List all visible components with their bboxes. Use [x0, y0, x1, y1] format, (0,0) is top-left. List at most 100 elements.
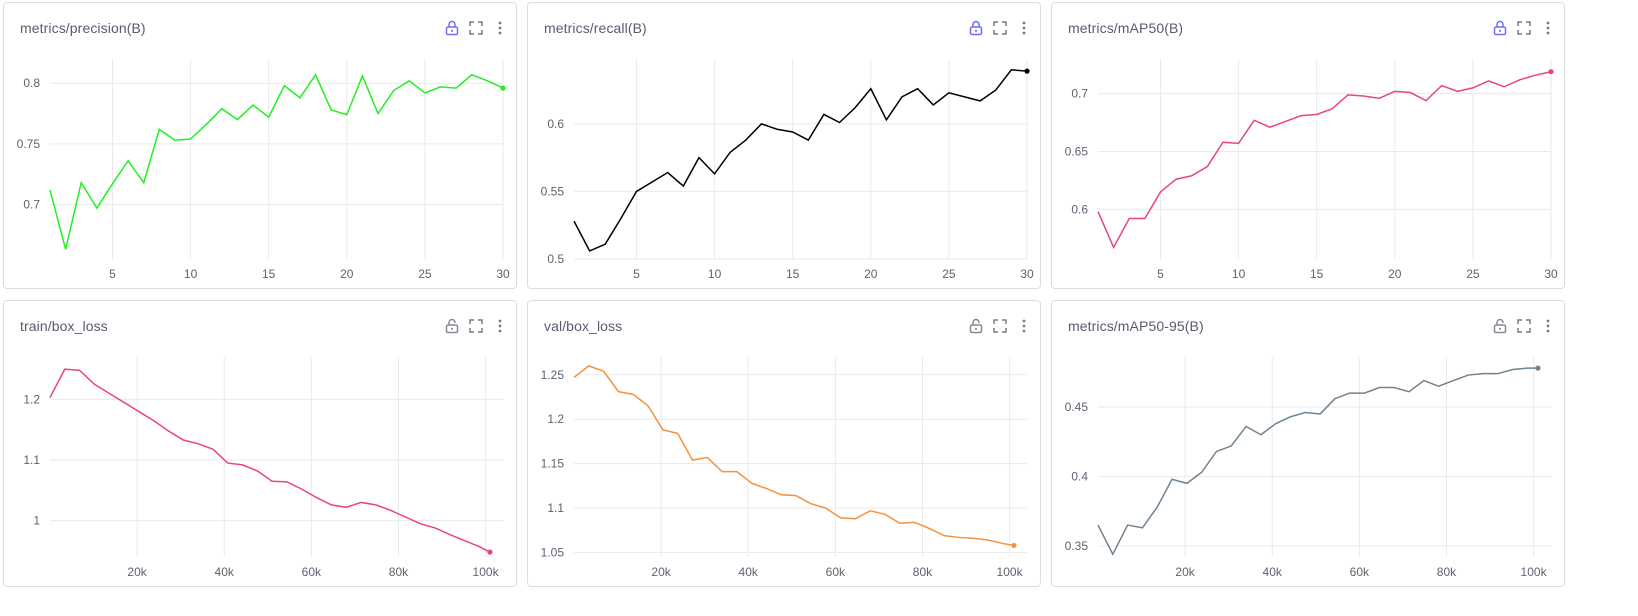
panel-title: metrics/mAP50-95(B): [1068, 318, 1204, 334]
y-tick-label: 1.05: [541, 546, 565, 560]
y-tick-label: 0.6: [547, 117, 564, 131]
more-vert-icon[interactable]: [1540, 19, 1556, 37]
chart-panel-recall: metrics/recall(B) 5 10 15 20 25 30 0.5 0.55 0.6: [527, 2, 1041, 289]
last-point-marker: [500, 85, 506, 91]
y-tick-label: 0.65: [1065, 144, 1089, 158]
series-line: [49, 368, 491, 553]
x-tick-label: 100k: [997, 565, 1024, 579]
fullscreen-icon[interactable]: [992, 19, 1008, 37]
y-tick-label: 1.25: [541, 368, 565, 382]
fullscreen-icon[interactable]: [1516, 317, 1532, 335]
panel-toolbar: [444, 316, 508, 336]
panel-toolbar: [1492, 316, 1556, 336]
x-tick-label: 20k: [127, 565, 147, 579]
y-tick-label: 0.55: [541, 184, 565, 198]
y-tick-label: 1: [33, 514, 40, 528]
series-line: [1097, 70, 1552, 250]
chart-panel-map50-95: metrics/mAP50-95(B) 20k 40k 60k 80k 100k 0.35…: [1051, 300, 1565, 587]
x-tick-label: 20: [1388, 267, 1402, 281]
y-tick-label: 0.4: [1071, 469, 1088, 483]
x-tick-label: 5: [633, 267, 640, 281]
more-vert-icon[interactable]: [492, 317, 508, 335]
x-tick-label: 10: [1232, 267, 1246, 281]
x-tick-label: 40k: [215, 565, 235, 579]
x-tick-label: 20: [340, 267, 354, 281]
unlock-icon[interactable]: [1492, 317, 1508, 335]
y-tick-label: 0.8: [23, 76, 40, 90]
x-tick-label: 20: [864, 267, 878, 281]
x-tick-label: 15: [786, 267, 800, 281]
y-tick-label: 0.35: [1065, 539, 1089, 553]
x-tick-label: 40k: [739, 565, 759, 579]
x-tick-label: 25: [942, 267, 956, 281]
lock-icon[interactable]: [1492, 19, 1508, 37]
y-tick-label: 0.75: [17, 137, 41, 151]
chart-panel-map50: metrics/mAP50(B) 5 10 15 20 25 30 0.6 0.65 0.7: [1051, 2, 1565, 289]
x-tick-label: 40k: [1263, 565, 1283, 579]
panel-toolbar: [1492, 18, 1556, 38]
x-tick-label: 100k: [473, 565, 500, 579]
line-chart: 5 10 15 20 25 30 0.5 0.55 0.6: [541, 59, 1034, 281]
last-point-marker: [1535, 365, 1541, 371]
grid: [50, 59, 504, 259]
x-tick-label: 60k: [302, 565, 322, 579]
series-line: [573, 365, 1015, 547]
grid: [574, 59, 1028, 260]
line-chart: 5 10 15 20 25 30 0.6 0.65 0.7: [1065, 59, 1558, 281]
panel-title: metrics/mAP50(B): [1068, 20, 1184, 36]
series-line: [573, 69, 1028, 252]
line-chart: 20k 40k 60k 80k 100k 1.05 1.1 1.15 1.2 1.25: [541, 357, 1027, 579]
panel-title: val/box_loss: [544, 318, 623, 334]
more-vert-icon[interactable]: [1016, 19, 1032, 37]
y-tick-label: 0.6: [1071, 202, 1088, 216]
fullscreen-icon[interactable]: [468, 317, 484, 335]
line-chart: 20k 40k 60k 80k 100k 1 1.1 1.2: [23, 357, 503, 579]
x-tick-label: 5: [1157, 267, 1164, 281]
x-tick-label: 30: [1544, 267, 1558, 281]
chart-panel-train-box-loss: train/box_loss 20k 40k 60k 80k 100k 1 1.1 1.2: [3, 300, 517, 587]
panel-title: metrics/precision(B): [20, 20, 146, 36]
x-tick-label: 5: [109, 267, 116, 281]
unlock-icon[interactable]: [444, 317, 460, 335]
panel-toolbar: [444, 18, 508, 38]
y-tick-label: 1.2: [23, 392, 40, 406]
fullscreen-icon[interactable]: [992, 317, 1008, 335]
series-line: [1097, 367, 1538, 556]
grid: [1098, 59, 1552, 259]
more-vert-icon[interactable]: [492, 19, 508, 37]
more-vert-icon[interactable]: [1540, 317, 1556, 335]
x-tick-label: 10: [184, 267, 198, 281]
x-tick-label: 80k: [913, 565, 933, 579]
panel-toolbar: [968, 18, 1032, 38]
x-tick-label: 20k: [1175, 565, 1195, 579]
x-tick-label: 80k: [1437, 565, 1457, 579]
line-chart: 20k 40k 60k 80k 100k 0.35 0.4 0.45: [1065, 357, 1551, 579]
y-tick-label: 1.2: [547, 412, 564, 426]
chart-panel-precision: metrics/precision(B) 5 10 15 20 25 30 0.7 0.75 0…: [3, 2, 517, 289]
x-tick-label: 15: [1310, 267, 1324, 281]
lock-icon[interactable]: [444, 19, 460, 37]
grid: [1098, 357, 1551, 557]
fullscreen-icon[interactable]: [1516, 19, 1532, 37]
y-tick-label: 0.7: [23, 197, 40, 211]
x-tick-label: 30: [1020, 267, 1034, 281]
unlock-icon[interactable]: [968, 317, 984, 335]
y-tick-label: 0.45: [1065, 400, 1089, 414]
x-tick-label: 10: [708, 267, 722, 281]
fullscreen-icon[interactable]: [468, 19, 484, 37]
x-tick-label: 15: [262, 267, 276, 281]
grid: [574, 357, 1027, 557]
panel-title: train/box_loss: [20, 318, 108, 334]
x-tick-label: 25: [418, 267, 432, 281]
y-tick-label: 0.5: [547, 252, 564, 266]
x-tick-label: 20k: [651, 565, 671, 579]
last-point-marker: [1011, 542, 1017, 549]
chart-panel-val-box-loss: val/box_loss 20k 40k 60k 80k 100k 1.05 1.1 1.15…: [527, 300, 1041, 587]
y-tick-label: 1.15: [541, 457, 565, 471]
last-point-marker: [1548, 69, 1554, 75]
lock-icon[interactable]: [968, 19, 984, 37]
grid: [50, 357, 503, 557]
x-tick-label: 60k: [826, 565, 846, 579]
line-chart: 5 10 15 20 25 30 0.7 0.75 0.8: [17, 59, 510, 281]
more-vert-icon[interactable]: [1016, 317, 1032, 335]
